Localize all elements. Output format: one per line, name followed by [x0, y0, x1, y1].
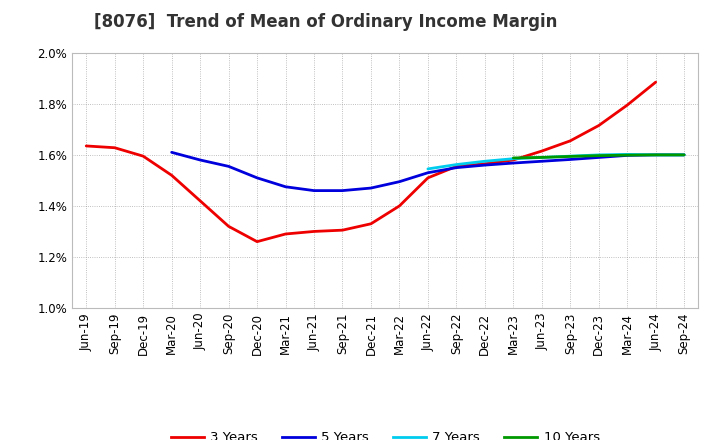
7 Years	[509, 156, 518, 161]
3 Years	[423, 175, 432, 180]
7 Years	[452, 162, 461, 167]
3 Years	[452, 164, 461, 169]
3 Years	[537, 148, 546, 154]
5 Years	[167, 150, 176, 155]
5 Years	[423, 170, 432, 176]
5 Years	[253, 175, 261, 180]
5 Years	[196, 158, 204, 163]
7 Years	[566, 154, 575, 159]
10 Years	[509, 155, 518, 161]
3 Years	[623, 103, 631, 108]
Legend: 3 Years, 5 Years, 7 Years, 10 Years: 3 Years, 5 Years, 7 Years, 10 Years	[166, 426, 605, 440]
7 Years	[423, 166, 432, 172]
10 Years	[537, 155, 546, 160]
3 Years	[509, 158, 518, 163]
3 Years	[395, 203, 404, 209]
5 Years	[623, 153, 631, 158]
Line: 7 Years: 7 Years	[428, 154, 684, 169]
7 Years	[480, 159, 489, 164]
10 Years	[680, 152, 688, 158]
3 Years	[595, 123, 603, 128]
3 Years	[167, 172, 176, 178]
5 Years	[537, 159, 546, 164]
Line: 10 Years: 10 Years	[513, 155, 684, 158]
5 Years	[480, 162, 489, 168]
3 Years	[310, 229, 318, 234]
3 Years	[253, 239, 261, 244]
7 Years	[537, 155, 546, 160]
3 Years	[196, 198, 204, 203]
7 Years	[680, 152, 688, 158]
5 Years	[680, 152, 688, 158]
3 Years	[566, 138, 575, 143]
5 Years	[395, 179, 404, 184]
Text: [8076]  Trend of Mean of Ordinary Income Margin: [8076] Trend of Mean of Ordinary Income …	[94, 13, 557, 31]
5 Years	[652, 152, 660, 158]
5 Years	[338, 188, 347, 193]
10 Years	[623, 153, 631, 158]
Line: 3 Years: 3 Years	[86, 82, 656, 242]
10 Years	[652, 152, 660, 158]
3 Years	[480, 161, 489, 166]
5 Years	[566, 157, 575, 162]
3 Years	[652, 80, 660, 85]
5 Years	[225, 164, 233, 169]
3 Years	[82, 143, 91, 149]
3 Years	[225, 224, 233, 229]
3 Years	[366, 221, 375, 227]
7 Years	[652, 152, 660, 158]
7 Years	[595, 152, 603, 158]
5 Years	[282, 184, 290, 190]
Line: 5 Years: 5 Years	[171, 152, 684, 191]
3 Years	[139, 154, 148, 159]
10 Years	[595, 153, 603, 158]
3 Years	[282, 231, 290, 237]
7 Years	[623, 152, 631, 157]
5 Years	[509, 161, 518, 166]
3 Years	[110, 145, 119, 150]
5 Years	[595, 155, 603, 160]
5 Years	[310, 188, 318, 193]
5 Years	[366, 185, 375, 191]
10 Years	[566, 154, 575, 159]
5 Years	[452, 165, 461, 170]
3 Years	[338, 227, 347, 233]
